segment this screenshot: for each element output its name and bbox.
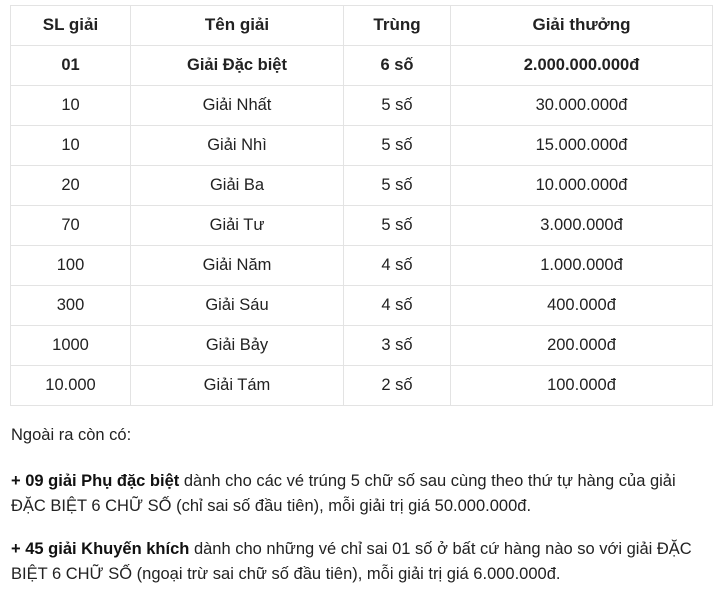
cell-match: 5 số xyxy=(343,205,451,246)
cell-amount: 400.000đ xyxy=(450,285,713,326)
table-row: 01 Giải Đặc biệt 6 số 2.000.000.000đ xyxy=(10,45,713,86)
column-header-name: Tên giải xyxy=(130,5,344,46)
cell-count: 70 xyxy=(10,205,131,246)
cell-amount: 3.000.000đ xyxy=(450,205,713,246)
cell-name: Giải Tư xyxy=(130,205,344,246)
note-consolation-label: + 45 giải Khuyến khích xyxy=(11,540,190,558)
cell-name: Giải Đặc biệt xyxy=(130,45,344,86)
cell-count: 10.000 xyxy=(10,365,131,406)
table-row: 10 Giải Nhì 5 số 15.000.000đ xyxy=(10,125,713,166)
cell-match: 2 số xyxy=(343,365,451,406)
table-row: 10 Giải Nhất 5 số 30.000.000đ xyxy=(10,85,713,126)
note-consolation-text: dành cho những vé chỉ sai 01 số ở bất cứ… xyxy=(11,540,692,583)
note-sub-special-text: dành cho các vé trúng 5 chữ số sau cùng … xyxy=(11,472,676,515)
cell-match: 4 số xyxy=(343,285,451,326)
cell-amount: 15.000.000đ xyxy=(450,125,713,166)
cell-match: 3 số xyxy=(343,325,451,366)
note-sub-special: + 09 giải Phụ đặc biệt dành cho các vé t… xyxy=(11,469,711,519)
cell-amount: 2.000.000.000đ xyxy=(450,45,713,86)
cell-name: Giải Năm xyxy=(130,245,344,286)
cell-amount: 30.000.000đ xyxy=(450,85,713,126)
table-header-row: SL giải Tên giải Trùng Giải thưởng xyxy=(10,5,713,46)
cell-name: Giải Nhì xyxy=(130,125,344,166)
table-body: 01 Giải Đặc biệt 6 số 2.000.000.000đ 10 Giải … xyxy=(10,45,713,406)
cell-count: 10 xyxy=(10,125,131,166)
cell-amount: 200.000đ xyxy=(450,325,713,366)
column-header-count: SL giải xyxy=(10,5,131,46)
table-row: 100 Giải Năm 4 số 1.000.000đ xyxy=(10,245,713,286)
notes-intro: Ngoài ra còn có: xyxy=(11,426,132,444)
note-sub-special-label: + 09 giải Phụ đặc biệt xyxy=(11,472,180,490)
cell-match: 6 số xyxy=(343,45,451,86)
cell-name: Giải Nhất xyxy=(130,85,344,126)
notes-section: Ngoài ra còn có: + 09 giải Phụ đặc biệt … xyxy=(11,423,711,587)
table-row: 300 Giải Sáu 4 số 400.000đ xyxy=(10,285,713,326)
cell-name: Giải Ba xyxy=(130,165,344,206)
cell-amount: 10.000.000đ xyxy=(450,165,713,206)
cell-count: 100 xyxy=(10,245,131,286)
prize-table-container: SL giải Tên giải Trùng Giải thưởng 01 Giả… xyxy=(10,5,713,406)
table-row: 10.000 Giải Tám 2 số 100.000đ xyxy=(10,365,713,406)
cell-count: 1000 xyxy=(10,325,131,366)
cell-count: 20 xyxy=(10,165,131,206)
column-header-match: Trùng xyxy=(343,5,451,46)
cell-name: Giải Tám xyxy=(130,365,344,406)
cell-name: Giải Bảy xyxy=(130,325,344,366)
table-row: 20 Giải Ba 5 số 10.000.000đ xyxy=(10,165,713,206)
column-header-amount: Giải thưởng xyxy=(450,5,713,46)
cell-match: 5 số xyxy=(343,125,451,166)
cell-match: 4 số xyxy=(343,245,451,286)
note-consolation: + 45 giải Khuyến khích dành cho những vé… xyxy=(11,537,711,587)
cell-count: 300 xyxy=(10,285,131,326)
cell-amount: 1.000.000đ xyxy=(450,245,713,286)
cell-name: Giải Sáu xyxy=(130,285,344,326)
cell-amount: 100.000đ xyxy=(450,365,713,406)
cell-match: 5 số xyxy=(343,85,451,126)
table-header: SL giải Tên giải Trùng Giải thưởng xyxy=(10,5,713,46)
table-row: 1000 Giải Bảy 3 số 200.000đ xyxy=(10,325,713,366)
cell-count: 10 xyxy=(10,85,131,126)
prize-structure-table: SL giải Tên giải Trùng Giải thưởng 01 Giả… xyxy=(10,5,713,406)
cell-count: 01 xyxy=(10,45,131,86)
table-row: 70 Giải Tư 5 số 3.000.000đ xyxy=(10,205,713,246)
cell-match: 5 số xyxy=(343,165,451,206)
